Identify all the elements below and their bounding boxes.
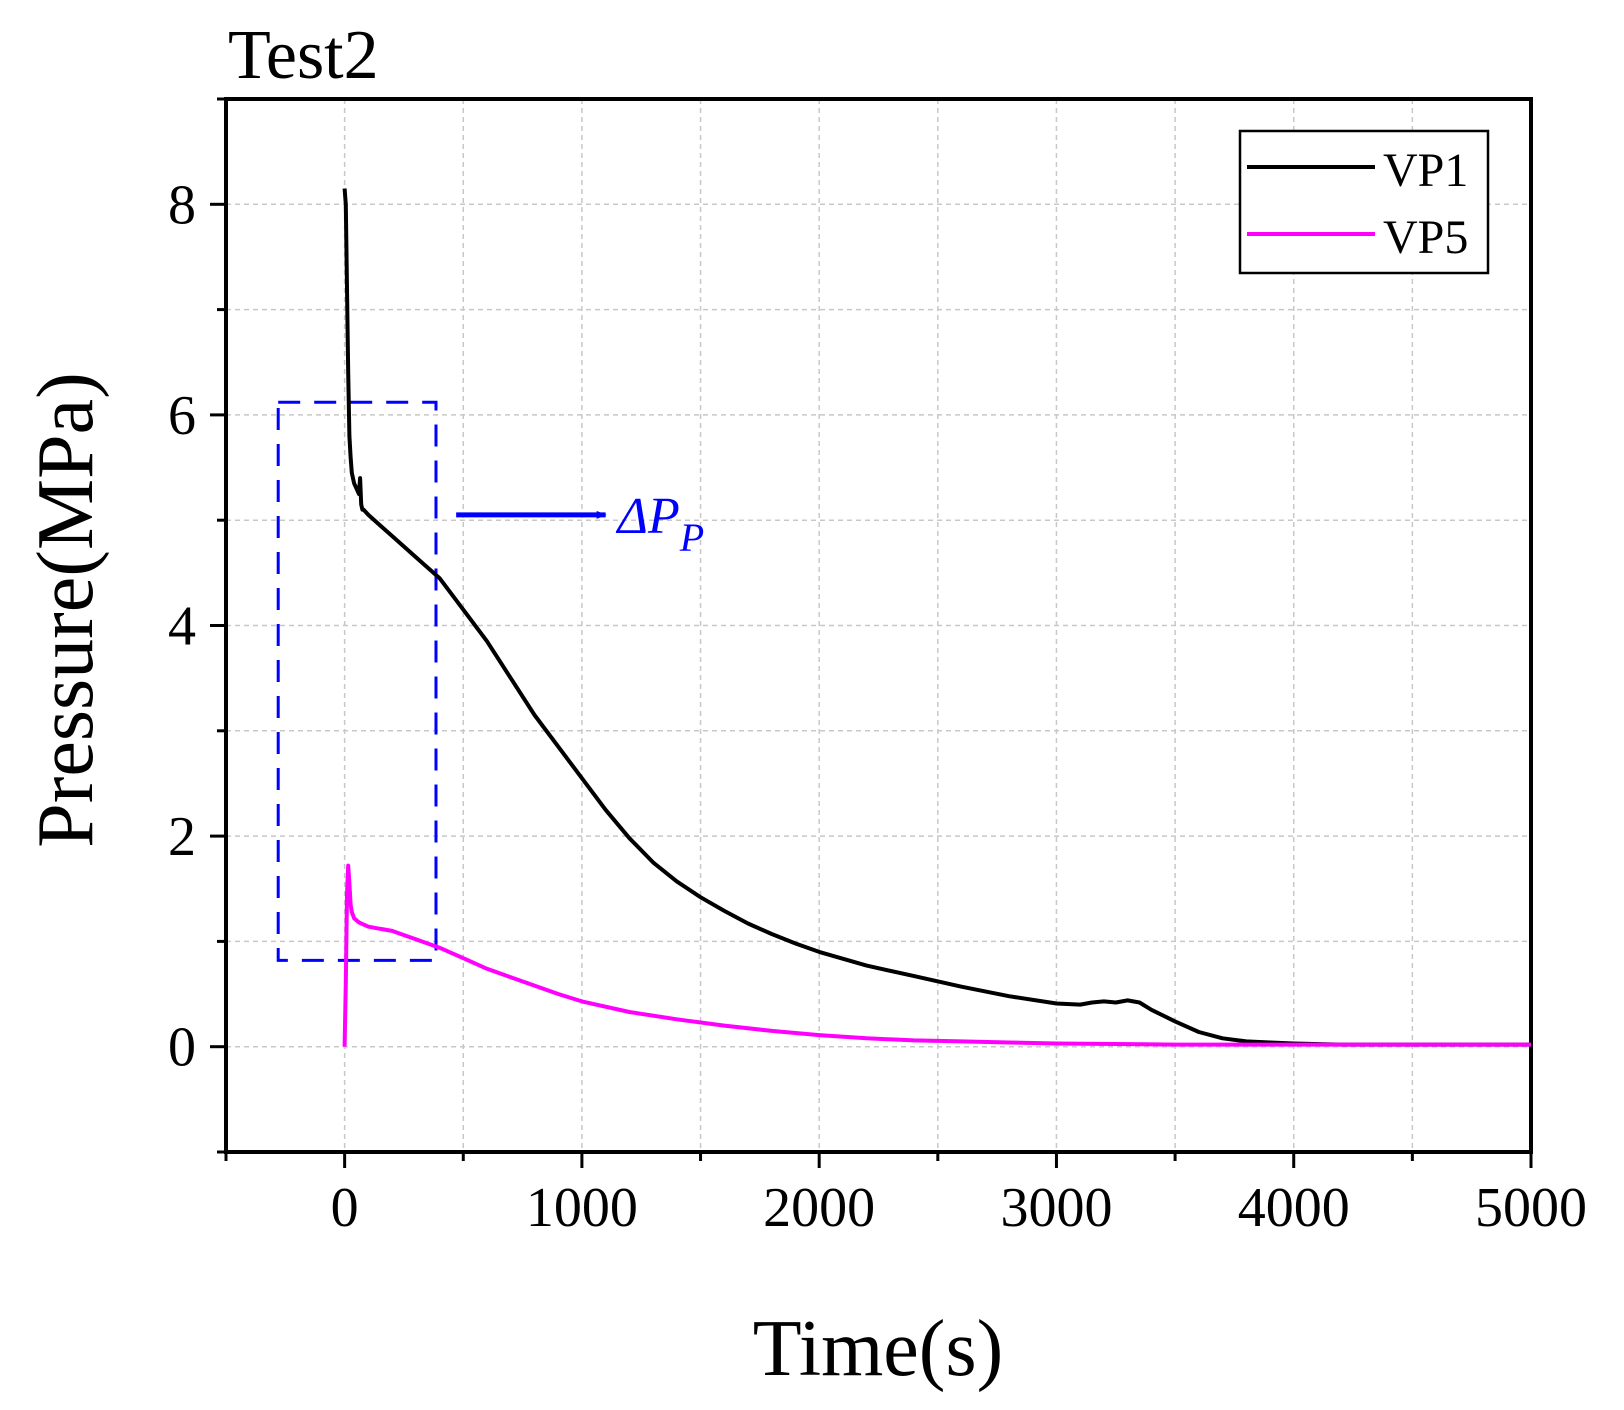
- axis-tick-labels: 0 1000 2000 3000 4000 5000 0 2 4 6 8: [168, 174, 1587, 1239]
- x-tick-label: 4000: [1238, 1177, 1350, 1239]
- annotations: ΔPP: [276, 400, 705, 962]
- y-tick-label: 0: [168, 1017, 196, 1079]
- annotation-dashed-box: [276, 400, 438, 962]
- x-axis-label: Time(s): [753, 1305, 1003, 1393]
- grid: [226, 99, 1531, 1152]
- x-tick-label: 3000: [1000, 1177, 1112, 1239]
- x-tick-label: 0: [331, 1177, 359, 1239]
- series-lines: [342, 188, 1531, 1047]
- chart-title: Test2: [228, 17, 379, 94]
- legend-label-vp5: VP5: [1383, 211, 1468, 264]
- series-line-vp5: [342, 863, 1531, 1047]
- y-tick-label: 8: [168, 174, 196, 236]
- annotation-label-subscript: P: [679, 515, 704, 560]
- y-tick-label: 4: [168, 596, 196, 658]
- legend-box: [1238, 129, 1490, 275]
- y-axis-label: Pressure(MPa): [22, 372, 110, 847]
- y-tick-label: 6: [168, 385, 196, 447]
- legend-label-vp1: VP1: [1383, 144, 1468, 197]
- x-tick-label: 2000: [763, 1177, 875, 1239]
- y-tick-label: 2: [168, 806, 196, 868]
- series-line-vp1: [342, 188, 1531, 1047]
- x-tick-label: 1000: [526, 1177, 638, 1239]
- legend: VP1 VP5: [1238, 129, 1490, 275]
- annotation-label-main: ΔP: [616, 488, 680, 545]
- annotation-delta-p-label: ΔPP: [616, 488, 705, 560]
- axis-ticks: [210, 97, 1533, 1168]
- x-tick-label: 5000: [1475, 1177, 1587, 1239]
